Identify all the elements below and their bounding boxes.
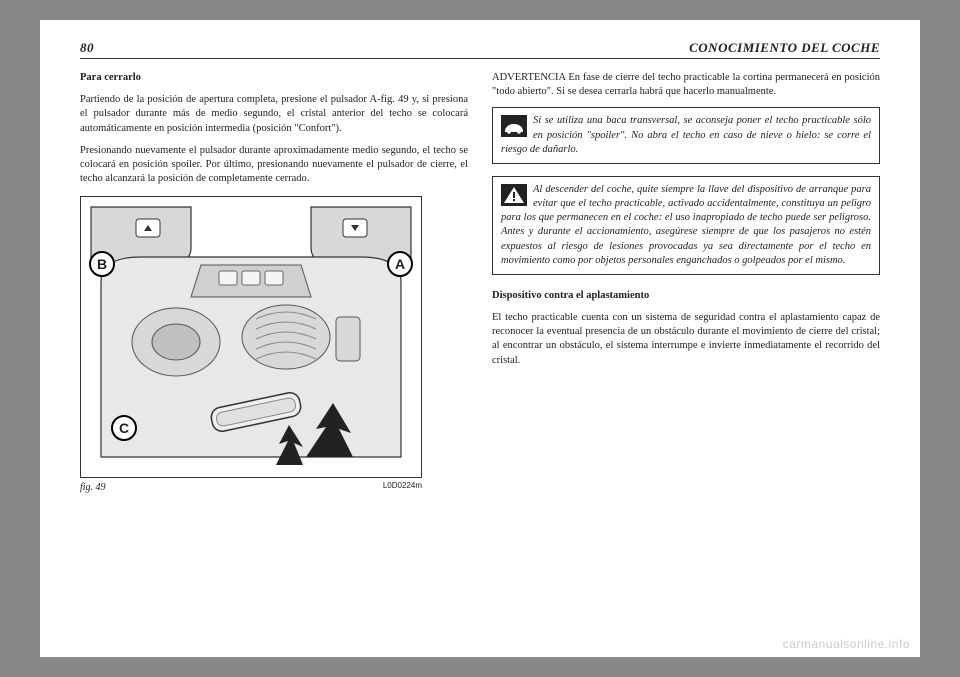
warning-1-text: Si se utiliza una baca transversal, se a… (501, 115, 871, 154)
car-icon (501, 115, 527, 137)
anticrush-subtitle: Dispositivo contra el aplastamiento (492, 289, 880, 303)
anticrush-para: El techo practicable cuenta con un siste… (492, 311, 880, 368)
warning-box-1: Si se utiliza una baca transversal, se a… (492, 107, 880, 164)
warning-2-text: Al descender del coche, quite siempre la… (501, 184, 871, 266)
page-header: 80 CONOCIMIENTO DEL COCHE (80, 40, 880, 59)
warning-box-2: Al descender del coche, quite siempre la… (492, 176, 880, 275)
figure-49: B A C (80, 196, 422, 478)
figure-code: L0D0224m (383, 481, 422, 495)
advisory-text: ADVERTENCIA En fase de cierre del techo … (492, 71, 880, 99)
right-column: ADVERTENCIA En fase de cierre del techo … (492, 71, 880, 495)
close-subtitle: Para cerrarlo (80, 71, 468, 85)
left-column: Para cerrarlo Partiendo de la posición d… (80, 71, 468, 495)
close-para-2: Presionando nuevamente el pulsador duran… (80, 144, 468, 187)
figure-caption: fig. 49 (80, 481, 106, 495)
watermark: carmanualsonline.info (783, 637, 910, 651)
figure-caption-row: fig. 49 L0D0224m (80, 481, 422, 495)
content-columns: Para cerrarlo Partiendo de la posición d… (80, 71, 880, 495)
page: 80 CONOCIMIENTO DEL COCHE Para cerrarlo … (40, 20, 920, 657)
alert-triangle-icon (501, 184, 527, 206)
section-title: CONOCIMIENTO DEL COCHE (689, 40, 880, 56)
page-number: 80 (80, 40, 94, 56)
close-para-1: Partiendo de la posición de apertura com… (80, 93, 468, 136)
